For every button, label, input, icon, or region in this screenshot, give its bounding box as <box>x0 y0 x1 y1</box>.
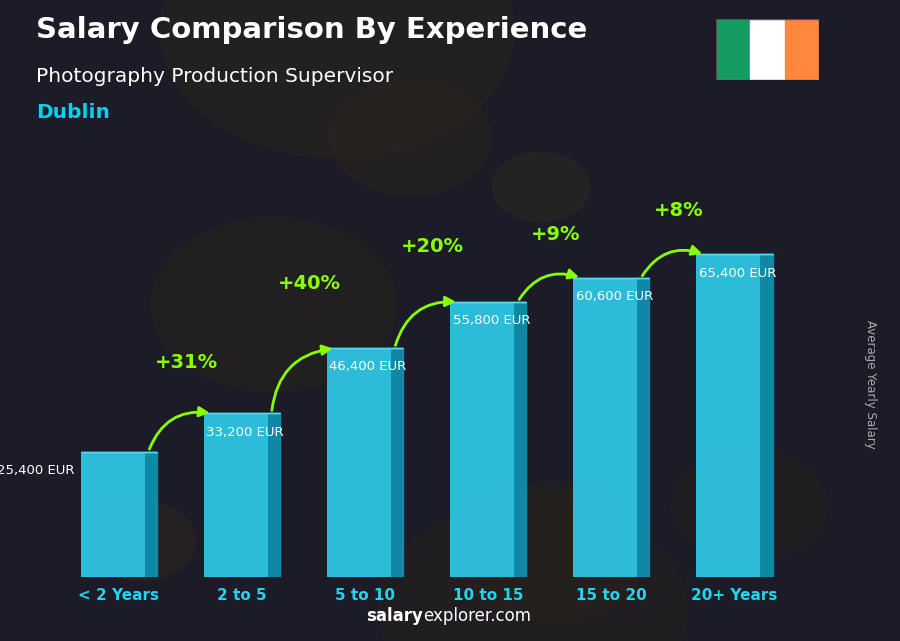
Circle shape <box>453 482 648 621</box>
Text: salary: salary <box>366 607 423 625</box>
Circle shape <box>160 0 514 158</box>
Text: Average Yearly Salary: Average Yearly Salary <box>865 320 878 449</box>
Circle shape <box>329 80 491 196</box>
Circle shape <box>151 217 397 392</box>
Text: 55,800 EUR: 55,800 EUR <box>453 314 530 327</box>
Bar <box>697 254 760 577</box>
Bar <box>327 348 391 577</box>
Circle shape <box>671 449 827 560</box>
Text: +8%: +8% <box>654 201 704 221</box>
Text: 60,600 EUR: 60,600 EUR <box>576 290 652 303</box>
Bar <box>81 452 145 577</box>
Text: 25,400 EUR: 25,400 EUR <box>0 464 75 477</box>
Polygon shape <box>760 254 772 577</box>
Circle shape <box>492 153 590 222</box>
Circle shape <box>85 501 196 581</box>
Bar <box>750 19 785 80</box>
Text: 33,200 EUR: 33,200 EUR <box>206 426 284 438</box>
Polygon shape <box>637 278 650 577</box>
Text: 46,400 EUR: 46,400 EUR <box>329 360 407 374</box>
Text: Dublin: Dublin <box>36 103 110 122</box>
Text: Photography Production Supervisor: Photography Production Supervisor <box>36 67 393 87</box>
Text: 65,400 EUR: 65,400 EUR <box>698 267 776 279</box>
Text: Salary Comparison By Experience: Salary Comparison By Experience <box>36 16 587 44</box>
Text: +9%: +9% <box>531 225 580 244</box>
Circle shape <box>379 501 688 641</box>
Polygon shape <box>268 413 280 577</box>
Polygon shape <box>391 348 403 577</box>
Bar <box>716 19 750 80</box>
Text: +20%: +20% <box>401 237 464 256</box>
Text: +40%: +40% <box>278 274 341 294</box>
Polygon shape <box>145 452 157 577</box>
Polygon shape <box>514 302 526 577</box>
Bar <box>785 19 819 80</box>
Bar <box>203 413 268 577</box>
Bar <box>573 278 637 577</box>
Text: explorer.com: explorer.com <box>423 607 531 625</box>
Bar <box>450 302 514 577</box>
Text: +31%: +31% <box>155 353 218 372</box>
